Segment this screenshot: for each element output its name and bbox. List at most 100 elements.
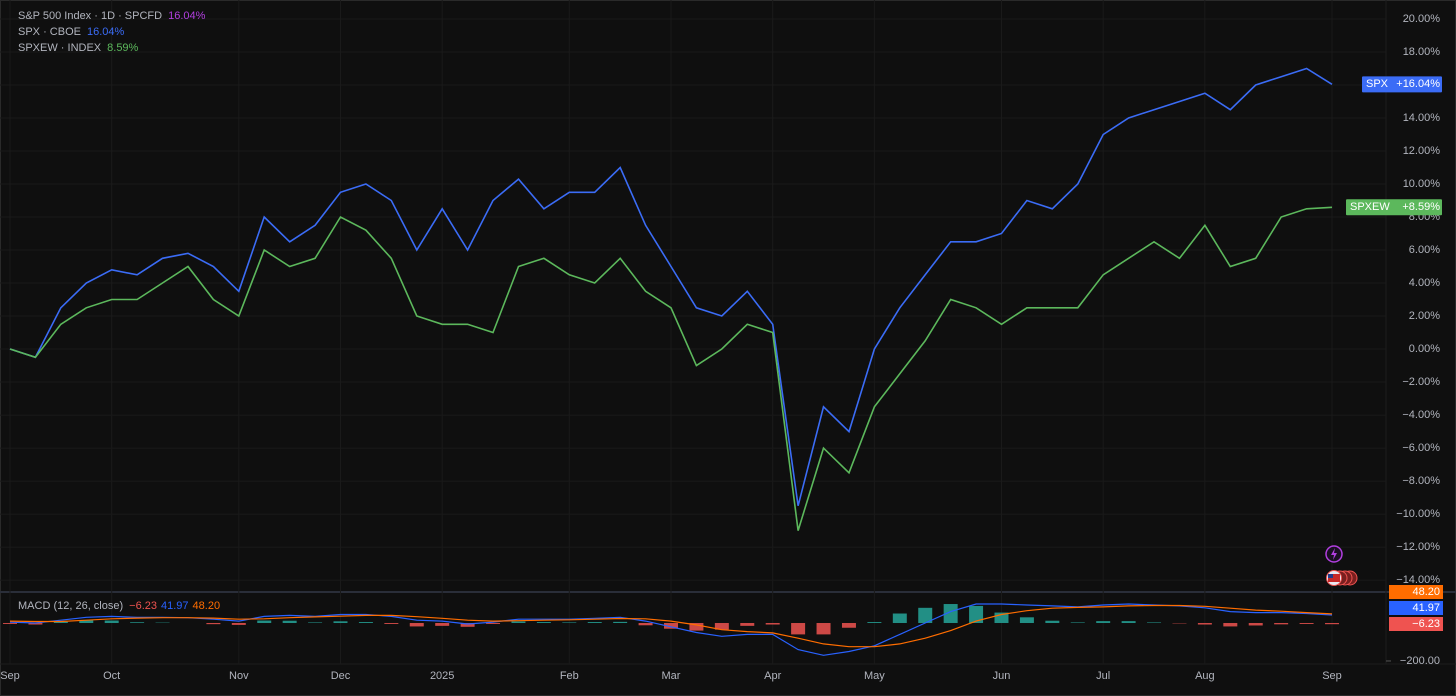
y-tick-label: −6.00% xyxy=(1402,442,1440,454)
histogram-bar xyxy=(613,621,628,624)
histogram-bar xyxy=(1019,617,1034,624)
histogram-bar xyxy=(1248,623,1263,626)
histogram-bar xyxy=(892,613,907,624)
title-value: 16.04% xyxy=(168,10,206,22)
histogram-bar xyxy=(28,623,43,625)
histogram-bar xyxy=(1045,620,1060,624)
legend-name: SPX xyxy=(18,26,41,38)
legend-source: INDEX xyxy=(68,42,102,54)
signal-line xyxy=(9,604,1333,648)
histogram-bar xyxy=(740,623,755,626)
x-tick-label: Aug xyxy=(1195,670,1215,682)
histogram-bar xyxy=(689,623,704,631)
y-tick-label: 6.00% xyxy=(1409,244,1440,256)
labels: Sep Oct Nov Dec 2025 Feb Mar Apr May Jun Jul Aug Sep… xyxy=(0,13,1443,682)
histogram-bar xyxy=(435,623,450,626)
histogram-bar xyxy=(714,623,729,630)
legend-entry: SPX · CBOE 16.04% xyxy=(18,26,125,38)
y-tick-label: 10.00% xyxy=(1403,178,1441,190)
macd-line-value: 41.97 xyxy=(161,600,189,612)
y-tick-label: 14.00% xyxy=(1403,112,1441,124)
histogram-bar xyxy=(765,623,780,625)
histogram-bar xyxy=(409,623,424,627)
x-tick-label: Apr xyxy=(764,670,781,682)
histogram-bar xyxy=(206,623,221,625)
marks xyxy=(3,67,1339,656)
macd-signal-value: 48.20 xyxy=(193,600,221,612)
histogram-bar xyxy=(308,622,323,624)
badge-box xyxy=(1346,199,1442,216)
x-tick-label: Sep xyxy=(0,670,20,682)
macd-hist-value: −6.23 xyxy=(129,600,157,612)
x-tick-label: Nov xyxy=(229,670,249,682)
y-tick-label: 0.00% xyxy=(1409,343,1440,355)
histogram-bar xyxy=(384,623,399,624)
badge-name: SPX xyxy=(1366,78,1389,90)
x-tick-label: Feb xyxy=(560,670,579,682)
macd-badge xyxy=(1389,601,1443,615)
badge-value: +16.04% xyxy=(1396,78,1440,90)
histogram-bar xyxy=(53,621,68,624)
macd-legend: MACD (12, 26, close) −6.23 41.97 48.20 xyxy=(18,600,220,612)
legend-separator: · xyxy=(40,26,50,38)
histogram-bar xyxy=(358,622,373,624)
histogram-bar xyxy=(3,623,17,624)
histogram-bar xyxy=(536,622,551,624)
x-tick-label: 2025 xyxy=(430,670,454,682)
legend-source: CBOE xyxy=(50,26,81,38)
series-line xyxy=(9,206,1333,531)
badge-box xyxy=(1362,76,1442,93)
badge-name: SPXEW xyxy=(1350,201,1390,213)
histogram-bar xyxy=(1197,623,1212,625)
histogram-bar xyxy=(257,620,272,624)
histogram-bar xyxy=(104,620,119,624)
legend-separator: · xyxy=(58,42,68,54)
x-tick-label: Dec xyxy=(331,670,351,682)
histogram-bar xyxy=(1121,621,1136,624)
badge-value: +8.59% xyxy=(1402,201,1440,213)
y-tick-label: 2.00% xyxy=(1409,310,1440,322)
y-tick-label: −2.00% xyxy=(1402,376,1440,388)
y-tick-label: 18.00% xyxy=(1403,46,1441,58)
histogram-bar xyxy=(816,623,831,635)
macd-badge-value: 41.97 xyxy=(1412,602,1440,614)
x-tick-label: Sep xyxy=(1322,670,1342,682)
legend-entry: SPXEW · INDEX 8.59% xyxy=(18,42,139,54)
histogram-bar xyxy=(79,620,94,624)
event-icon-glyph xyxy=(1331,548,1337,560)
flag-glyph xyxy=(1328,574,1333,578)
title: S&P 500 Index · 1D · SPCFD xyxy=(18,10,162,22)
grid xyxy=(0,0,1391,664)
histogram-bar xyxy=(1096,621,1111,624)
legend-title: S&P 500 Index · 1D · SPCFD 16.04% xyxy=(18,10,206,22)
y-tick-label: −10.00% xyxy=(1396,508,1440,520)
histogram-bar xyxy=(638,623,653,626)
macd-badge-value: −6.23 xyxy=(1412,618,1440,630)
histogram-bar xyxy=(841,623,856,628)
flag-glyph xyxy=(1328,574,1340,582)
event-icons xyxy=(1325,545,1358,586)
y-tick-label: −12.00% xyxy=(1396,541,1440,553)
macd-badge-value: 48.20 xyxy=(1412,586,1440,598)
histogram-bar xyxy=(1299,623,1314,624)
x-tick-label: Oct xyxy=(103,670,120,682)
histogram-bar xyxy=(231,623,246,625)
histogram-bar xyxy=(130,622,145,624)
histogram-bar xyxy=(1223,623,1238,627)
x-tick-label: Jul xyxy=(1096,670,1110,682)
x-tick-label: Jun xyxy=(993,670,1011,682)
histogram-bar xyxy=(511,621,526,624)
histogram-bar xyxy=(791,623,806,635)
y-tick-label: 4.00% xyxy=(1409,277,1440,289)
histogram-bar xyxy=(969,605,984,624)
y-tick-label: −4.00% xyxy=(1402,409,1440,421)
histogram-bar xyxy=(587,622,602,624)
histogram-bar xyxy=(943,604,958,624)
histogram-bar xyxy=(1070,622,1085,624)
macd-badge xyxy=(1389,585,1443,599)
histogram-bar xyxy=(994,612,1009,624)
x-tick-label: May xyxy=(864,670,885,682)
